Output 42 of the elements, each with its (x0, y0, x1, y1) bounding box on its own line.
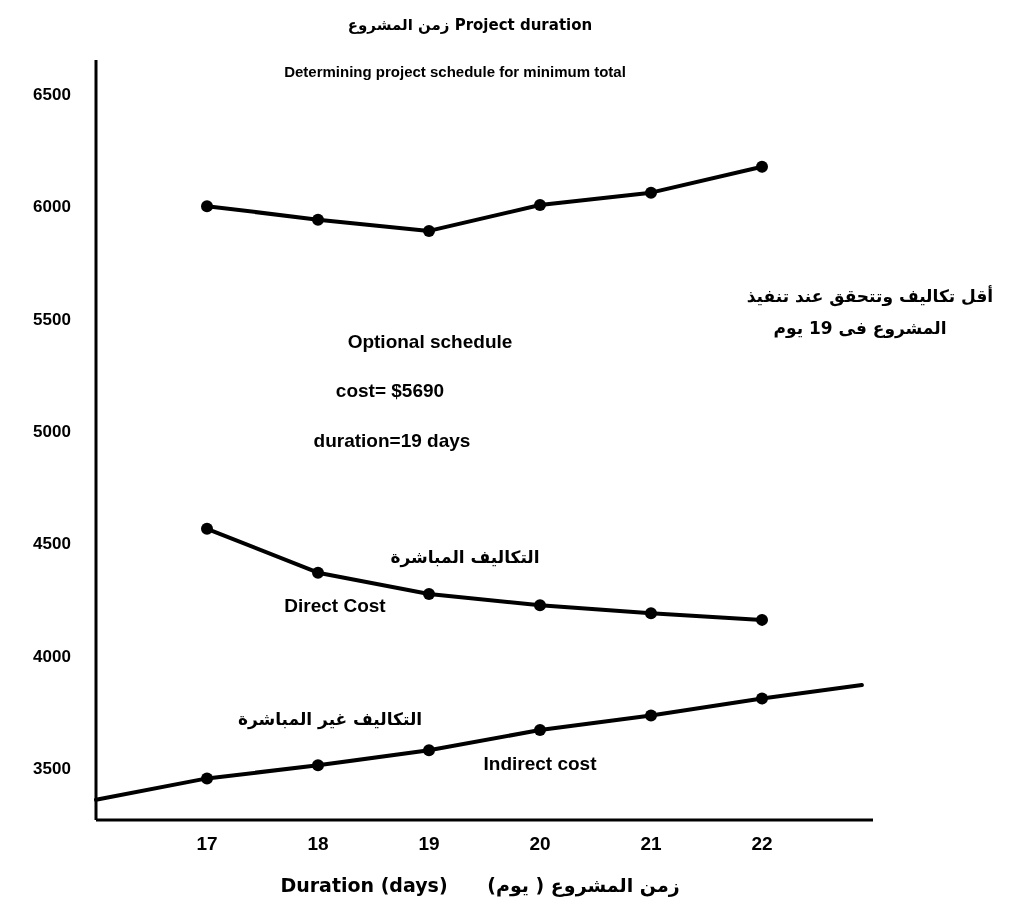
annotation: Optional schedule (347, 331, 513, 352)
y-tick-label: 3500 (33, 759, 71, 779)
x-tick-label: 19 (418, 833, 440, 854)
point (534, 724, 546, 737)
annotation: التكاليف المباشرة (390, 547, 540, 568)
point (645, 709, 657, 722)
y-tick-label: 5000 (33, 422, 71, 442)
series-label: Indirect cost (483, 753, 598, 774)
chart-subtitle: Determining project schedule for minimum total (284, 63, 626, 80)
annotation: cost= $5690 (335, 380, 445, 401)
x-tick-label: 20 (529, 833, 551, 854)
point (645, 186, 657, 199)
point (423, 744, 435, 757)
point (756, 613, 768, 626)
annotation: duration=19 days (313, 430, 471, 451)
point (423, 588, 435, 601)
point (534, 599, 546, 612)
point (756, 692, 768, 705)
point (756, 160, 768, 173)
y-tick-label: 4000 (33, 646, 71, 666)
annotation: التكاليف غير المباشرة (237, 709, 423, 730)
x-tick-label: 18 (307, 833, 329, 854)
point (534, 199, 546, 212)
y-tick-label: 6000 (33, 197, 71, 217)
point (201, 772, 213, 785)
y-tick-label: 5500 (33, 309, 71, 329)
point (312, 566, 324, 579)
annotation: أقل تكاليف وتتحقق عند تنفيذ المشروع فى 19 يوم (746, 285, 994, 339)
x-tick-label: 17 (196, 833, 218, 854)
y-tick-label: 4500 (33, 534, 71, 554)
point (423, 224, 435, 237)
x-tick-label: 22 (751, 833, 773, 854)
point (201, 522, 213, 535)
point (312, 213, 324, 226)
y-tick-label: 6500 (33, 84, 71, 104)
x-tick-label: 21 (640, 833, 662, 854)
point (201, 200, 213, 213)
point (645, 607, 657, 620)
chart-title: زمن المشروع Project duration (347, 16, 593, 34)
point (312, 759, 324, 772)
series-label: Direct Cost (284, 595, 387, 616)
x-axis-title: Duration (days) زمن المشروع ( يوم) (280, 874, 680, 897)
